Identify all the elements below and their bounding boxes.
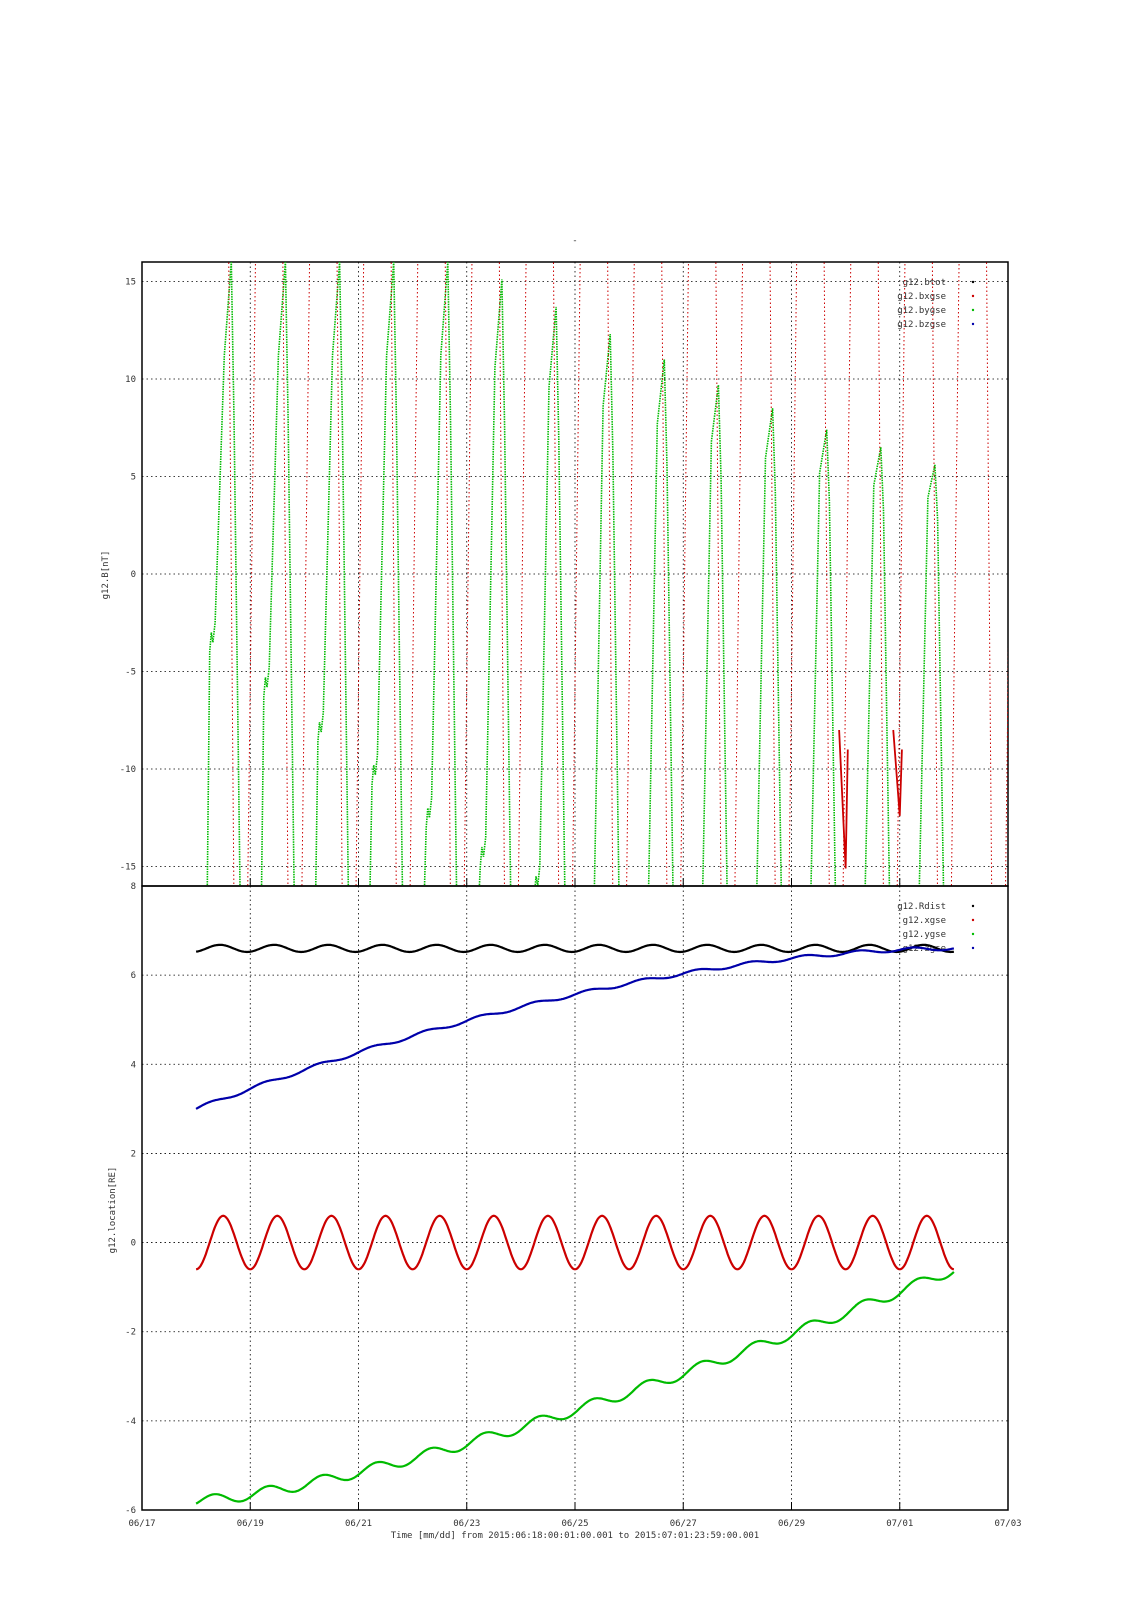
series-bxgse xyxy=(228,262,1008,886)
series-zgse xyxy=(195,1271,955,1505)
x-axis-label: Time [mm/dd] from 2015:06:18:00:01:00.00… xyxy=(391,1531,759,1541)
y-tick-label: 0 xyxy=(131,1239,136,1249)
series-group xyxy=(206,262,1008,886)
series-bygse xyxy=(206,262,945,886)
x-tick-label: 07/03 xyxy=(994,1519,1021,1529)
y-tick-label: -4 xyxy=(125,1417,136,1427)
legend-swatch xyxy=(971,918,975,922)
y-tick-label: 15 xyxy=(125,278,136,288)
x-tick-label: 06/19 xyxy=(237,1519,264,1529)
y-tick-label: 10 xyxy=(125,375,136,385)
legend-swatch xyxy=(971,904,975,908)
legend-swatch xyxy=(971,308,975,312)
y-axis-label-b: g12.B[nT] xyxy=(101,551,111,600)
legend-entry: g12.bzgse xyxy=(897,320,946,330)
legend-entry: g12.bygse xyxy=(897,306,946,316)
y-tick-label: -15 xyxy=(120,863,136,873)
location-panel: 8 6 4 2 0 -2 -4 -6 06/17 06/19 06/21 06/23 06/25 06/2… xyxy=(125,882,1021,1529)
bxgse-minimum xyxy=(838,729,849,869)
magnetic-field-panel: 15 10 5 0 -5 -10 -15 g12.btot g12.bxgse g12.bygse… xyxy=(120,261,1009,887)
series-rdist xyxy=(195,943,955,954)
x-tick-label: 06/21 xyxy=(345,1519,372,1529)
legend-swatch xyxy=(971,946,975,950)
legend-swatch xyxy=(971,322,975,326)
y-tick-label: 2 xyxy=(131,1149,136,1159)
legend-entry: g12.btot xyxy=(903,278,946,288)
series-xgse xyxy=(195,1214,955,1271)
bxgse-minimum xyxy=(892,729,903,816)
legend-swatch xyxy=(971,280,975,284)
y-tick-label: -6 xyxy=(125,1506,136,1516)
legend-entry: g12.bxgse xyxy=(897,292,946,302)
y-axis-label-location: g12.location[RE] xyxy=(108,1167,118,1254)
figure-title: - xyxy=(572,236,577,246)
y-tick-label: -10 xyxy=(120,765,136,775)
legend-swatch xyxy=(971,932,975,936)
x-tick-label: 06/23 xyxy=(453,1519,480,1529)
y-tick-label: 5 xyxy=(131,473,136,483)
x-tick-label: 06/17 xyxy=(128,1519,155,1529)
y-tick-label: 0 xyxy=(131,570,136,580)
y-tick-label: 8 xyxy=(131,882,136,892)
legend-entry: g12.xgse xyxy=(903,916,946,926)
legend-entry: g12.Rdist xyxy=(897,902,946,912)
series-ygse xyxy=(195,946,955,1110)
y-tick-label: -2 xyxy=(125,1328,136,1338)
y-tick-label: -5 xyxy=(125,668,136,678)
x-tick-label: 06/29 xyxy=(778,1519,805,1529)
y-tick-label: 6 xyxy=(131,971,136,981)
x-tick-label: 07/01 xyxy=(886,1519,913,1529)
x-tick-label: 06/25 xyxy=(561,1519,588,1529)
y-tick-label: 4 xyxy=(131,1060,136,1070)
legend-swatch xyxy=(971,294,975,298)
x-tick-label: 06/27 xyxy=(670,1519,697,1529)
legend-entry: g12.ygse xyxy=(903,930,946,940)
